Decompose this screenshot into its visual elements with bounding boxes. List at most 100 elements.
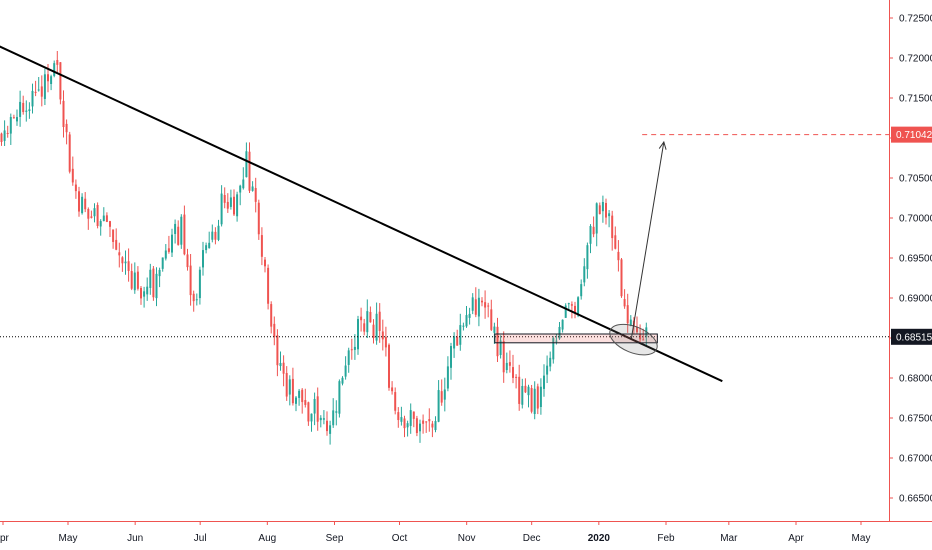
candle-body — [415, 418, 418, 434]
price-tick-label: 0.70000 — [899, 214, 932, 225]
candle-body — [639, 334, 642, 340]
candle-body — [112, 229, 115, 242]
candle-body — [68, 134, 71, 172]
price-tick-label: 0.72000 — [899, 54, 932, 65]
candle-body — [394, 392, 397, 411]
candle-body — [450, 346, 452, 368]
candle-body — [109, 221, 111, 227]
candle-body — [22, 102, 25, 113]
candle-body — [406, 423, 409, 428]
candle-body — [31, 90, 34, 107]
candle-body — [629, 319, 632, 326]
price-axis[interactable]: 0.725000.720000.715000.710000.705000.700… — [889, 14, 932, 505]
candle-body — [397, 412, 400, 421]
time-axis[interactable]: pr May Jun Jul Aug Sep Oct Nov Dec 2020 Feb Mar Apr M… — [0, 521, 870, 544]
candle-body — [47, 74, 49, 82]
candle-body — [174, 223, 177, 234]
candle-body — [229, 197, 232, 207]
candle-body — [369, 311, 372, 323]
candle-body — [121, 257, 124, 264]
current-price-badge: 0.68515 — [891, 328, 932, 345]
candle-body — [552, 338, 555, 360]
candle-body — [400, 417, 403, 422]
candle-body — [642, 339, 645, 341]
candle-body — [12, 117, 15, 119]
candle-body — [484, 302, 487, 308]
candle-body — [474, 299, 477, 315]
candle-body — [313, 398, 316, 414]
highlight-ellipse[interactable] — [605, 318, 661, 361]
candle-body — [251, 186, 254, 191]
candle-body — [403, 418, 406, 429]
candle-body — [412, 411, 415, 419]
candle-body — [245, 151, 248, 178]
candle-body — [564, 305, 567, 318]
candle-body — [149, 269, 152, 288]
candle-body — [276, 335, 279, 366]
candle-body — [208, 242, 211, 249]
candle-body — [434, 421, 437, 431]
candle-body — [56, 60, 59, 65]
candle-body — [462, 325, 465, 327]
support-zone[interactable] — [494, 333, 658, 344]
candle-body — [96, 204, 99, 226]
candle-body — [124, 261, 127, 264]
candle-body — [425, 421, 428, 423]
candles-layer — [0, 50, 648, 445]
candle-body — [592, 226, 595, 235]
candle-body — [310, 413, 313, 422]
target-price-badge-label: 0.71042 — [896, 130, 932, 141]
candle-body — [282, 362, 285, 374]
candle-body — [515, 376, 518, 378]
candle-body — [40, 86, 43, 97]
candle-body — [341, 377, 344, 384]
candle-body — [319, 417, 322, 421]
candle-body — [133, 272, 136, 291]
candle-body — [567, 303, 570, 305]
candle-body — [381, 331, 384, 340]
candle-body — [583, 266, 586, 283]
projection-arrow-head — [658, 140, 667, 150]
candle-body — [611, 215, 614, 239]
candle-body — [388, 344, 390, 388]
candle-body — [350, 349, 353, 351]
candle-body — [518, 376, 521, 404]
candle-body — [465, 315, 468, 327]
candle-body — [422, 420, 425, 424]
candle-body — [363, 323, 366, 332]
time-tick-label: Jun — [127, 533, 143, 544]
candle-body — [260, 235, 263, 257]
candle-body — [366, 311, 369, 333]
candle-body — [549, 357, 552, 367]
candle-body — [6, 132, 9, 134]
candle-body — [372, 324, 375, 339]
projection-arrow[interactable] — [630, 141, 665, 339]
candle-body — [9, 117, 12, 134]
time-tick-label: Oct — [392, 533, 408, 544]
candle-body — [353, 346, 356, 350]
candle-body — [3, 130, 6, 141]
candle-body — [65, 123, 68, 133]
candle-body — [254, 188, 257, 202]
candle-body — [152, 268, 155, 298]
candle-body — [223, 195, 226, 203]
candle-body — [468, 313, 471, 318]
candle-body — [161, 257, 164, 269]
candle-body — [140, 287, 142, 299]
candle-body — [102, 215, 105, 222]
price-tick-label: 0.70500 — [899, 174, 932, 185]
trendline[interactable] — [0, 38, 723, 383]
price-tick-label: 0.71500 — [899, 94, 932, 105]
candle-body — [264, 259, 266, 267]
price-tick-label: 0.66500 — [899, 494, 932, 505]
target-price-badge: 0.71042 — [891, 126, 932, 143]
candle-body — [226, 201, 229, 209]
candle-body — [220, 193, 223, 225]
time-tick-label: pr — [0, 533, 10, 544]
candle-body — [288, 379, 291, 395]
candle-body — [437, 390, 440, 422]
candle-body — [530, 388, 533, 412]
candle-body — [273, 323, 276, 338]
candle-body — [53, 63, 56, 76]
